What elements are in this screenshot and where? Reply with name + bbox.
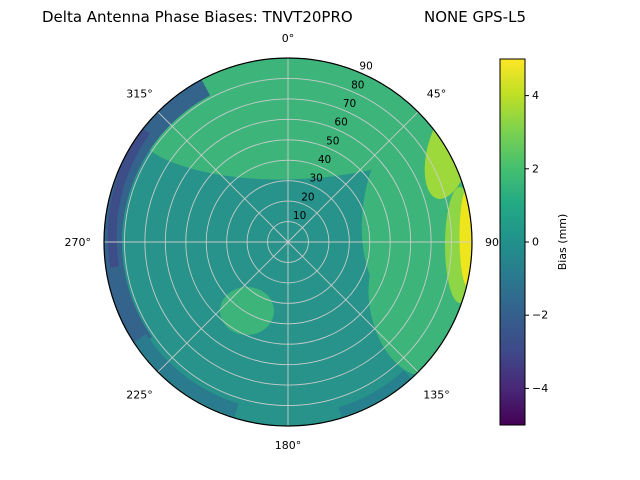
radial-tick-labels: 10 20 30 40 50 60 70 80 90 bbox=[293, 61, 373, 222]
contour-region-inner-blob bbox=[220, 287, 274, 335]
chart-title-session: NONE GPS-L5 bbox=[424, 8, 526, 26]
radial-tick-label: 70 bbox=[343, 98, 356, 110]
chart-title-main: Delta Antenna Phase Biases: TNVT20PRO bbox=[42, 8, 353, 26]
angular-tick-label: 270° bbox=[65, 236, 92, 249]
polar-outline bbox=[103, 57, 473, 427]
angular-tick-label: 0° bbox=[282, 32, 295, 45]
angular-tick-label: 225° bbox=[126, 389, 153, 402]
colorbar-ticks: 4 2 0 −2 −4 bbox=[525, 89, 548, 395]
polar-grid-spokes bbox=[104, 58, 472, 426]
angular-tick-label: 315° bbox=[126, 88, 153, 101]
colorbar-tick-label: −4 bbox=[532, 382, 548, 395]
grid-spoke bbox=[287, 241, 419, 373]
radial-tick-label: 60 bbox=[334, 117, 347, 129]
angular-tick-labels: 0° 45° 90 135° 180° 225° 270° 315° bbox=[65, 32, 500, 452]
grid-spoke bbox=[157, 111, 289, 243]
angular-tick-label: 45° bbox=[427, 88, 447, 101]
colorbar-gradient bbox=[499, 58, 526, 426]
radial-tick-label: 50 bbox=[326, 135, 339, 147]
contour-region-yellow-spot bbox=[435, 99, 455, 129]
radial-tick-label: 90 bbox=[359, 61, 372, 73]
angular-tick-label: 90 bbox=[485, 236, 499, 249]
colorbar: 4 2 0 −2 −4 Bias (mm) bbox=[499, 58, 569, 426]
colorbar-tick-label: 4 bbox=[532, 89, 539, 102]
polar-plot: 0° 45° 90 135° 180° 225° 270° 315° 10 20 30 40 50 60… bbox=[65, 32, 500, 452]
colorbar-tick-label: 0 bbox=[532, 236, 539, 249]
grid-spoke bbox=[157, 241, 289, 373]
radial-tick-label: 40 bbox=[318, 154, 331, 166]
radial-tick-label: 10 bbox=[293, 210, 306, 222]
angular-tick-label: 180° bbox=[275, 439, 302, 452]
contour-region-left-rim-darker bbox=[107, 128, 150, 268]
colorbar-tick-label: 2 bbox=[532, 162, 539, 175]
angular-tick-label: 135° bbox=[423, 389, 450, 402]
radial-tick-label: 30 bbox=[310, 173, 323, 185]
radial-tick-label: 20 bbox=[301, 191, 314, 203]
contour-region-yellow-rim bbox=[459, 187, 472, 287]
contour-region-lower-left-rim bbox=[134, 334, 239, 417]
radial-tick-label: 80 bbox=[351, 79, 364, 91]
grid-spoke bbox=[287, 111, 419, 243]
colorbar-label: Bias (mm) bbox=[556, 214, 569, 271]
colorbar-tick-label: −2 bbox=[532, 309, 548, 322]
contour-region-lower-right-rim bbox=[338, 370, 411, 417]
